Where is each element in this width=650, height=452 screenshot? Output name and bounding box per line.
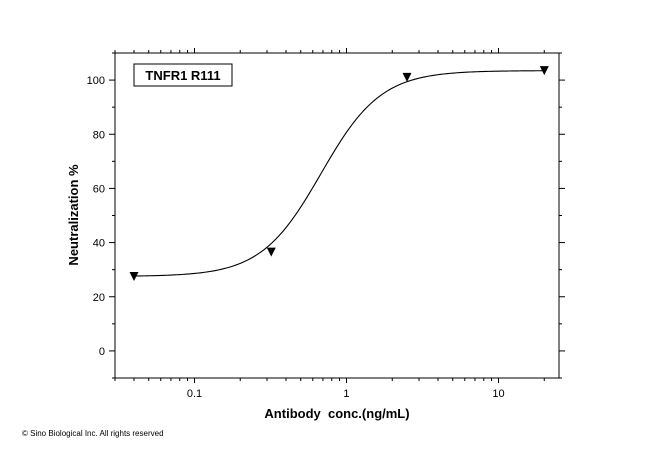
y-tick-label: 20 [93, 292, 105, 304]
copyright-notice: © Sino Biological Inc. All rights reserv… [22, 429, 164, 438]
legend-box [133, 63, 233, 87]
x-tick-label: 1 [343, 388, 349, 400]
data-point [129, 271, 139, 281]
x-axis-title: Antibody conc.(ng/mL) [264, 406, 409, 421]
legend-series-name: TNFR1 R111 [145, 68, 220, 83]
data-point [539, 66, 549, 76]
x-tick-label: 0.1 [187, 388, 202, 400]
data-point [402, 72, 412, 82]
y-tick-label: 100 [87, 75, 105, 87]
data-points-layer [129, 66, 549, 281]
plot-frame [114, 52, 560, 379]
y-tick-label: 60 [93, 183, 105, 195]
data-point [266, 247, 276, 257]
legend: TNFR1 R111 [133, 63, 233, 87]
y-axis-title: Neutralization % [66, 164, 81, 266]
fit-curve-layer [133, 70, 545, 277]
y-tick-label: 40 [93, 238, 105, 250]
y-tick-label: 80 [93, 129, 105, 141]
x-tick-label: 10 [492, 388, 504, 400]
y-tick-label: 0 [99, 346, 105, 358]
fit-curve [133, 70, 545, 277]
